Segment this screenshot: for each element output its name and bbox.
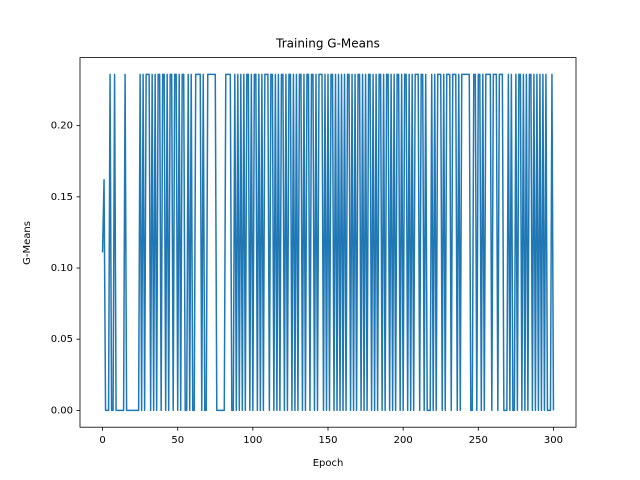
x-axis-label: Epoch: [313, 458, 344, 469]
x-tick-label: 300: [544, 435, 563, 446]
x-tick-label: 0: [99, 435, 105, 446]
x-tick-label: 200: [394, 435, 413, 446]
y-axis-label: G-Means: [22, 221, 33, 265]
x-tick-label: 150: [318, 435, 337, 446]
y-tick-label: 0.00: [51, 405, 73, 416]
x-tick-label: 100: [243, 435, 262, 446]
data-line: [101, 73, 555, 412]
x-tick-label: 250: [469, 435, 488, 446]
y-tick-label: 0.10: [51, 263, 73, 274]
y-tick-label: 0.05: [51, 334, 73, 345]
axes-frame: [79, 57, 577, 428]
y-tick-label: 0.20: [51, 121, 73, 132]
chart-title: Training G-Means: [275, 37, 380, 51]
x-tick-label: 50: [171, 435, 184, 446]
y-tick-label: 0.15: [51, 192, 73, 203]
